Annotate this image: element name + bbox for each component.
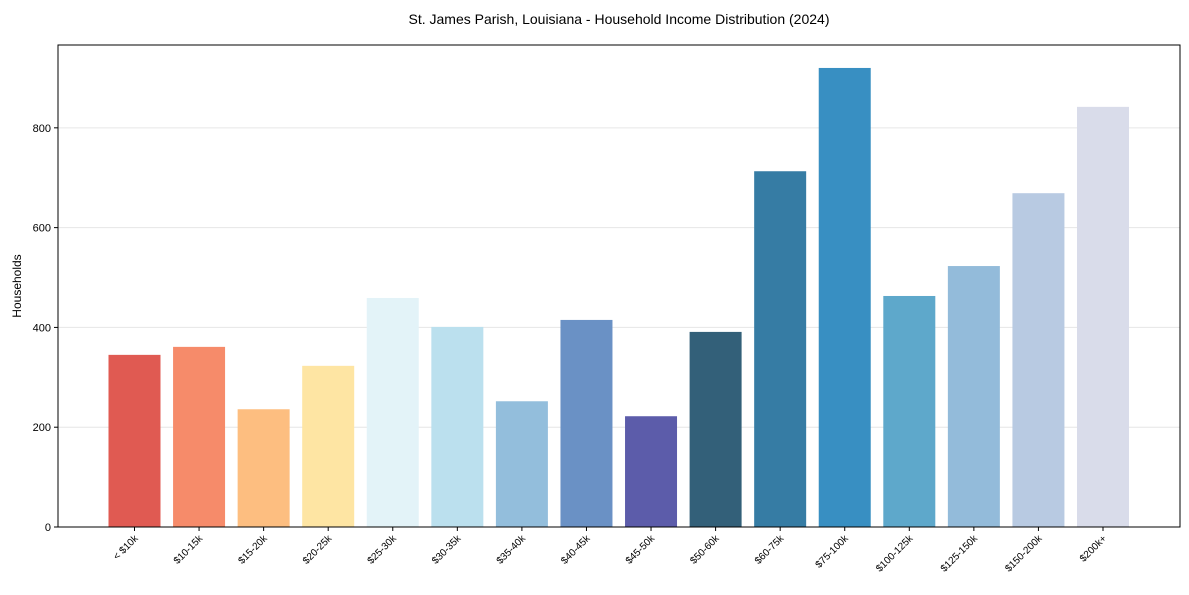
bar-7 xyxy=(560,319,613,527)
bar-14 xyxy=(1012,193,1065,527)
x-tick-label: < $10k xyxy=(111,533,141,563)
bar-0 xyxy=(108,354,161,527)
bar-5 xyxy=(431,326,484,527)
x-tick-label: $200k+ xyxy=(1078,533,1109,564)
x-tick-label: $45-50k xyxy=(624,533,658,567)
x-tick-label: $25-30k xyxy=(366,533,400,567)
x-tick-label: $35-40k xyxy=(495,533,529,567)
bar-1 xyxy=(173,346,226,527)
chart-title: St. James Parish, Louisiana - Household … xyxy=(409,11,830,27)
x-tick-label: $100-125k xyxy=(874,533,916,575)
plot-frame xyxy=(57,44,1181,528)
bar-13 xyxy=(947,266,1000,527)
bar-15 xyxy=(1077,106,1129,527)
y-tick-label: 400 xyxy=(33,322,51,334)
x-tick-label: $30-35k xyxy=(430,533,464,567)
y-tick-label: 0 xyxy=(45,522,51,534)
bar-10 xyxy=(754,171,807,527)
bar-8 xyxy=(625,416,678,527)
bar-11 xyxy=(818,67,871,527)
y-tick-label: 800 xyxy=(33,123,51,135)
y-tick-label: 200 xyxy=(33,422,51,434)
x-tick-label: $10-15k xyxy=(172,533,206,567)
x-tick-label: $20-25k xyxy=(301,533,335,567)
bar-2 xyxy=(237,409,290,527)
bar-9 xyxy=(689,331,742,527)
x-tick-label: $125-150k xyxy=(939,533,981,575)
y-axis-label: Households xyxy=(10,254,24,317)
x-tick-label: $60-75k xyxy=(753,533,787,567)
x-tick-label: $15-20k xyxy=(236,533,270,567)
x-tick-label: $150-200k xyxy=(1003,533,1045,575)
x-tick-label: $50-60k xyxy=(688,533,722,567)
bar-6 xyxy=(495,401,548,527)
y-tick-label: 600 xyxy=(33,223,51,235)
x-tick-label: $75-100k xyxy=(814,533,852,571)
bar-3 xyxy=(302,365,355,527)
bar-12 xyxy=(883,295,936,527)
x-tick-label: $40-45k xyxy=(559,533,593,567)
bar-4 xyxy=(366,297,419,527)
